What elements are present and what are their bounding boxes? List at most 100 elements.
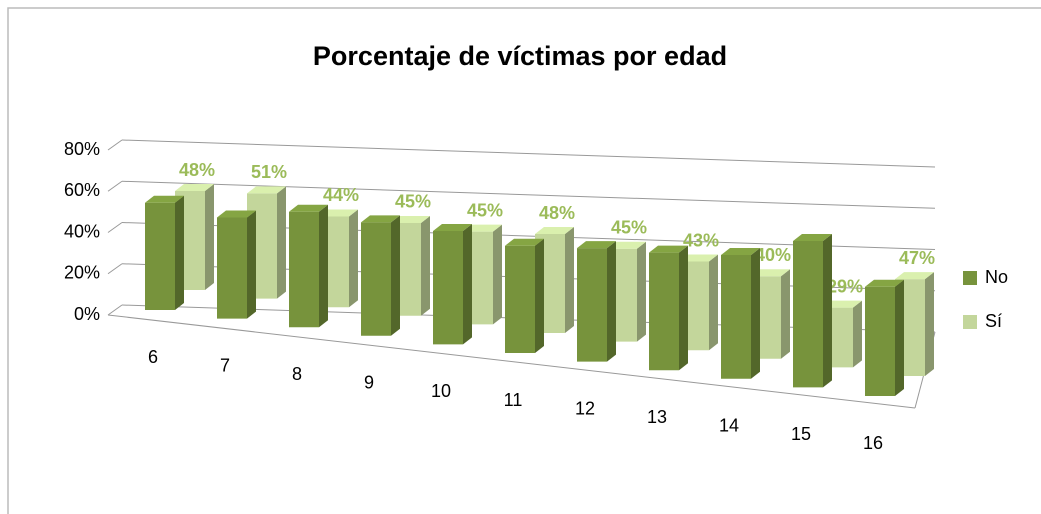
- data-label: 43%: [683, 230, 719, 250]
- data-label: 45%: [395, 192, 431, 212]
- bar-face: [565, 227, 574, 333]
- bar-face: [865, 279, 904, 287]
- bar-face: [607, 241, 646, 249]
- bar-face: [493, 224, 502, 325]
- data-label: 48%: [539, 203, 575, 223]
- bar-face: [391, 215, 430, 223]
- bar-face: [649, 245, 688, 253]
- legend-swatch: [963, 315, 977, 329]
- x-tick-label: 8: [292, 364, 302, 384]
- bar-face: [175, 184, 214, 191]
- bar-face: [721, 248, 760, 256]
- bar-face: [217, 210, 256, 218]
- data-label: 48%: [179, 160, 215, 180]
- bar-face: [751, 248, 760, 379]
- grid-line: [121, 180, 936, 209]
- grid-line: [107, 263, 123, 275]
- x-tick-label: 9: [364, 373, 374, 393]
- bar-face: [535, 238, 544, 353]
- legend-label: Sí: [985, 311, 1002, 331]
- x-tick-label: 14: [719, 416, 739, 436]
- bar-face: [895, 279, 904, 396]
- data-label: 45%: [611, 218, 647, 238]
- bar-face: [145, 202, 175, 310]
- bar-face: [751, 269, 790, 277]
- bar: [865, 279, 904, 396]
- y-tick-label: 40%: [64, 221, 100, 241]
- bar-face: [577, 248, 607, 362]
- bar: [793, 233, 832, 388]
- bar-face: [361, 222, 391, 336]
- bar-face: [649, 252, 679, 371]
- grid-line: [107, 139, 123, 151]
- data-label: 40%: [755, 245, 791, 265]
- y-tick-label: 60%: [64, 180, 100, 200]
- x-tick-label: 13: [647, 407, 667, 427]
- data-label: 44%: [323, 185, 359, 205]
- grid-line: [107, 180, 123, 192]
- bar-face: [823, 300, 862, 308]
- bar-face: [277, 186, 286, 299]
- data-label: 47%: [899, 248, 935, 268]
- grid-line: [107, 304, 123, 316]
- bar-face: [391, 215, 400, 336]
- bar-face: [289, 204, 328, 212]
- bar: [721, 248, 760, 379]
- bar-face: [865, 286, 895, 396]
- bar-face: [145, 195, 184, 203]
- bar: [217, 210, 256, 319]
- chart-title: Porcentaje de víctimas por edad: [313, 41, 727, 71]
- y-tick-label: 0%: [74, 304, 100, 324]
- bar-face: [205, 184, 214, 290]
- bar-face: [721, 255, 751, 379]
- data-label: 51%: [251, 162, 287, 182]
- bar-face: [607, 241, 616, 362]
- x-tick-label: 6: [148, 347, 158, 367]
- bar-face: [793, 233, 832, 241]
- bar-face: [535, 227, 574, 234]
- y-tick-label: 20%: [64, 263, 100, 283]
- bar-face: [433, 223, 472, 231]
- bar-face: [781, 269, 790, 359]
- data-label: 45%: [467, 200, 503, 220]
- x-tick-label: 10: [431, 381, 451, 401]
- bar-face: [361, 215, 400, 223]
- bar-face: [895, 272, 934, 280]
- data-label: 29%: [827, 276, 863, 296]
- bar-face: [505, 245, 535, 353]
- bar-face: [463, 223, 472, 345]
- bar-face: [823, 233, 832, 388]
- legend-swatch: [963, 271, 977, 285]
- x-tick-label: 16: [863, 433, 883, 453]
- bar: [505, 238, 544, 353]
- x-tick-label: 12: [575, 398, 595, 418]
- bar-face: [421, 215, 430, 316]
- bar: [577, 241, 616, 362]
- bar-face: [463, 224, 502, 232]
- bar-face: [319, 209, 358, 217]
- bar-face: [679, 254, 718, 262]
- bar: [145, 195, 184, 310]
- bar-face: [319, 204, 328, 328]
- bar-face: [247, 210, 256, 319]
- bar: [433, 223, 472, 345]
- bar-face: [925, 272, 934, 376]
- x-tick-label: 11: [504, 390, 523, 410]
- bar-face: [217, 217, 247, 319]
- bar-face: [175, 195, 184, 310]
- legend-label: No: [985, 267, 1008, 287]
- bar-face: [289, 211, 319, 328]
- x-tick-label: 15: [791, 424, 811, 444]
- bar-face: [637, 241, 646, 342]
- y-tick-label: 80%: [64, 139, 100, 159]
- bar-face: [709, 254, 718, 351]
- floor-edge: [107, 314, 916, 409]
- bar: [361, 215, 400, 336]
- grid-line: [121, 139, 936, 168]
- bar-face: [793, 240, 823, 388]
- bar-face: [349, 209, 358, 308]
- bar: [649, 245, 688, 371]
- bar-face: [679, 245, 688, 371]
- bar-face: [853, 300, 862, 368]
